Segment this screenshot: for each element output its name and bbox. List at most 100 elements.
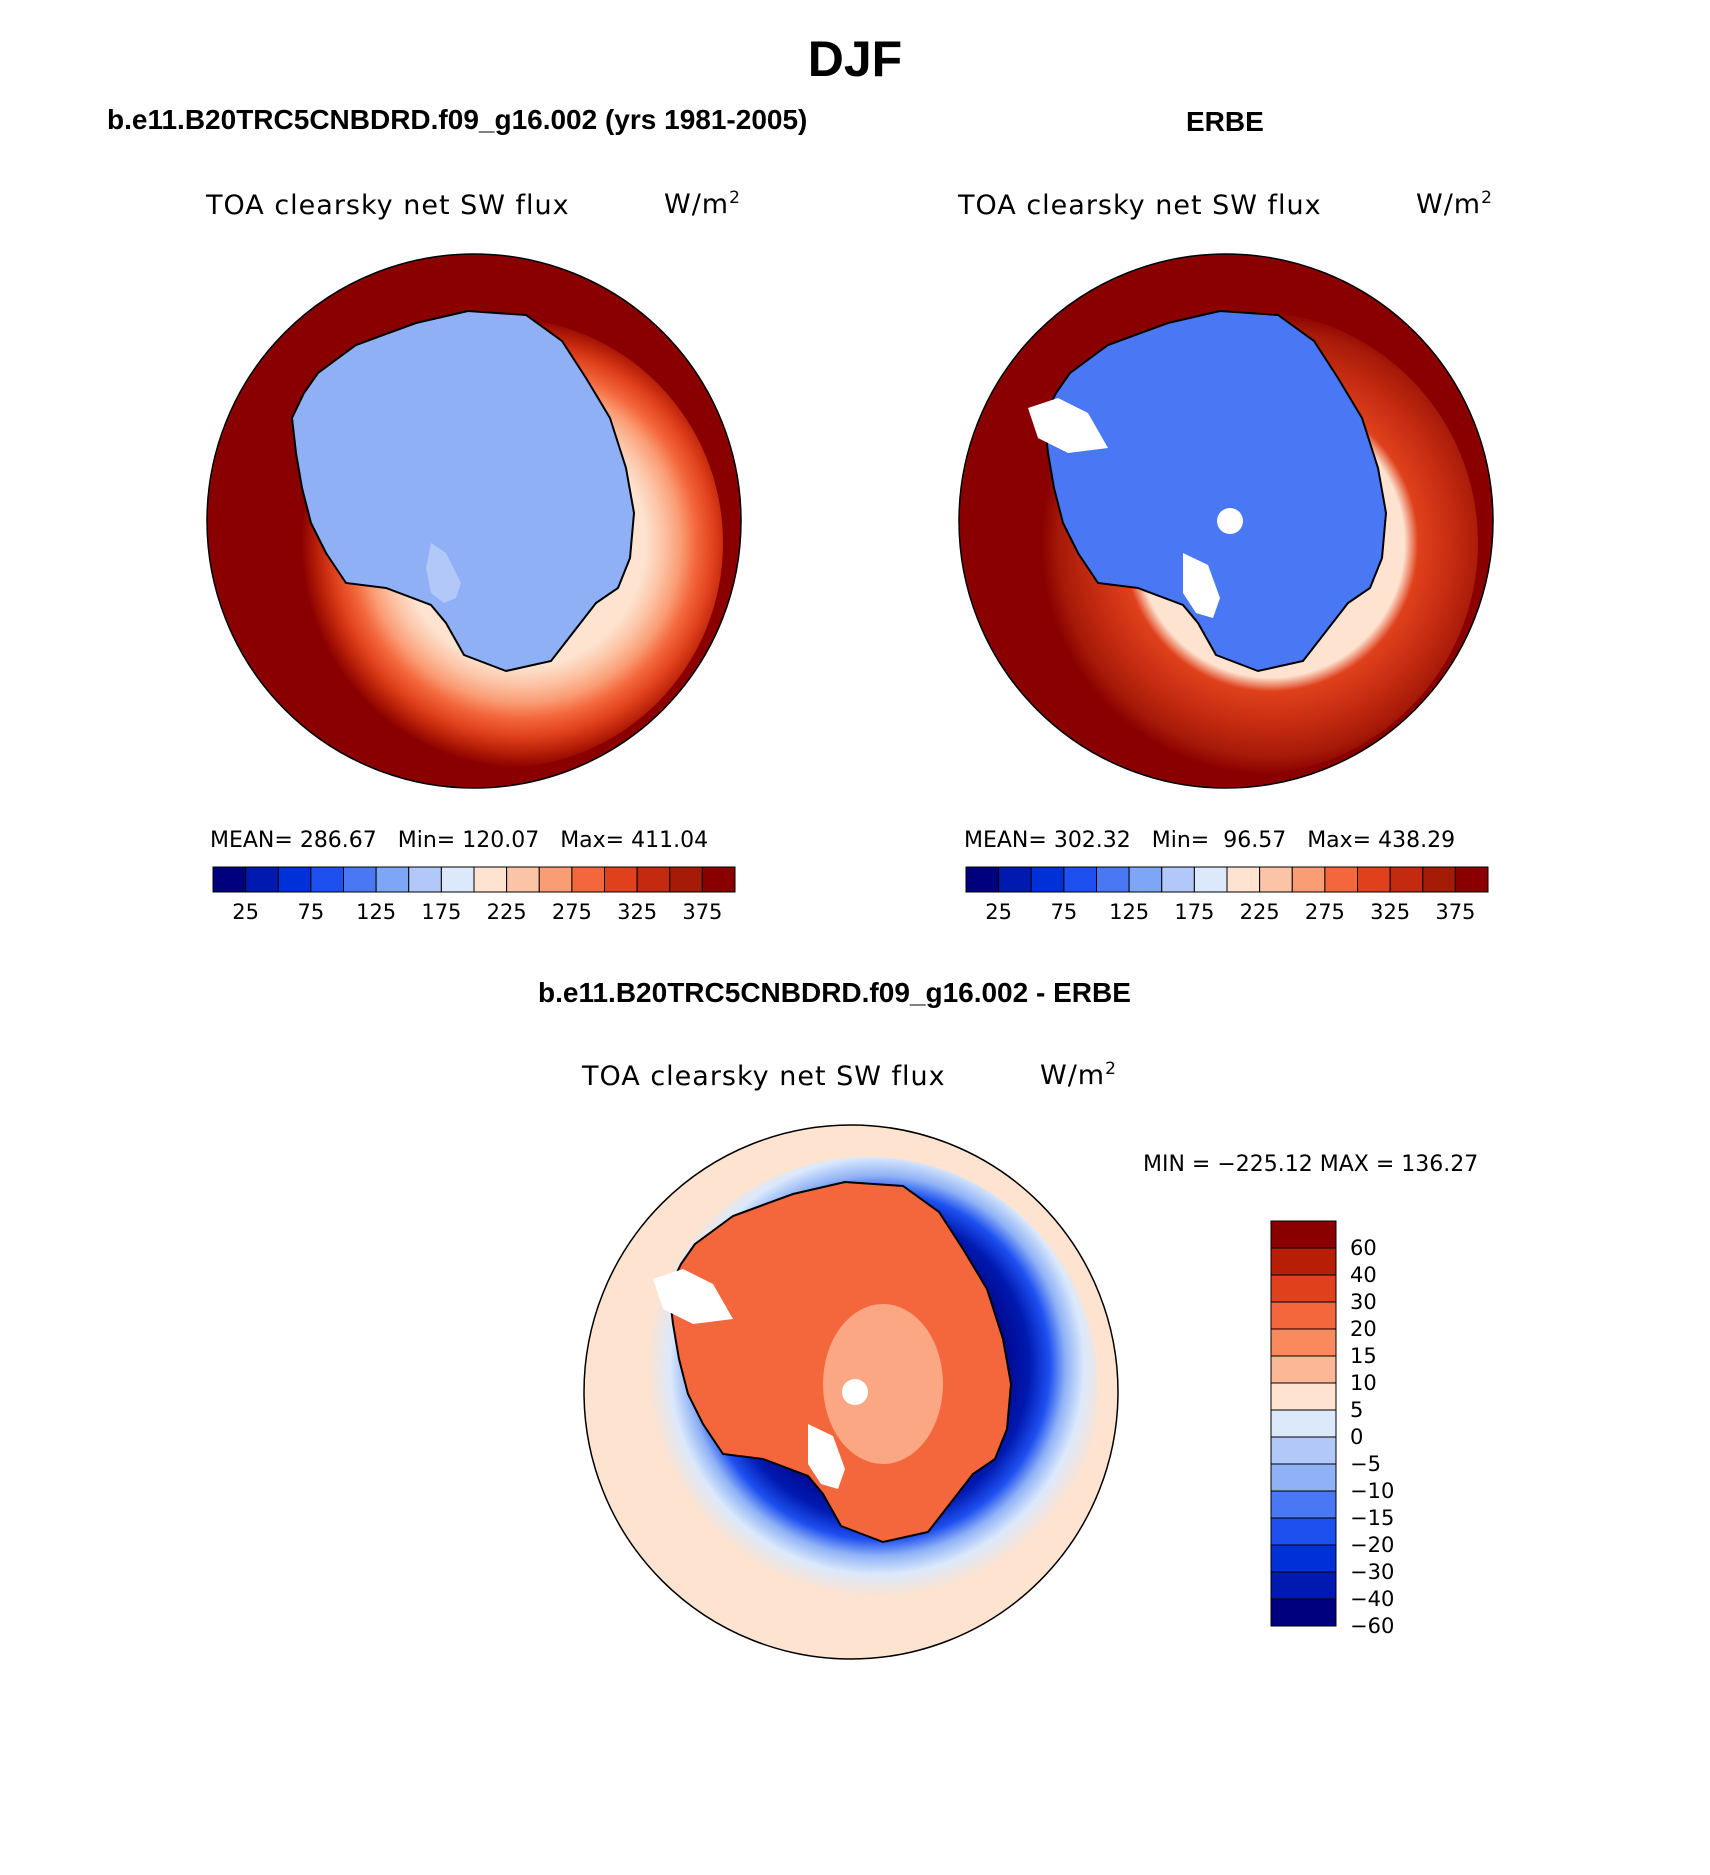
panel1-colorbar-box — [440, 866, 475, 893]
panel1-colorbar-labels: 25 75 125 175 225 275 325 375 — [213, 900, 735, 930]
diff-colorbar-label: −60 — [1350, 1614, 1395, 1638]
diff-colorbar-label: 5 — [1350, 1398, 1364, 1422]
panel1-colorbar-box — [571, 866, 605, 893]
panel2-colorbar-box — [1030, 866, 1065, 893]
diff-colorbar-box — [1270, 1517, 1337, 1546]
panel1-colorbar-box — [506, 866, 540, 893]
panel2-colorbar-box — [1259, 866, 1293, 893]
panel2-stats: MEAN= 302.32 Min= 96.57 Max= 438.29 — [964, 828, 1456, 853]
panel2-colorbar-labels: 25 75 125 175 225 275 325 375 — [966, 900, 1488, 930]
panel1-colorbar-box — [701, 866, 736, 893]
panel1-colorbar-box — [604, 866, 638, 893]
panel2-colorbar-label: 175 — [1174, 900, 1215, 924]
diff-colorbar-box — [1270, 1328, 1337, 1357]
panel1-colorbar-label: 375 — [682, 900, 723, 924]
diff-coastline — [667, 1180, 1013, 1544]
panel1-units: W/m2 — [664, 188, 741, 220]
panel1-colorbar-box — [277, 866, 312, 893]
diff-colorbar-box — [1270, 1571, 1337, 1600]
diff-colorbar-label: −40 — [1350, 1587, 1395, 1611]
panel2-colorbar-box — [1422, 866, 1456, 893]
panel2-colorbar-label: 25 — [985, 900, 1012, 924]
diff-colorbar-box — [1270, 1463, 1337, 1492]
diff-colorbar-label: 30 — [1350, 1290, 1377, 1314]
diff-interior-light — [823, 1304, 943, 1464]
diff-colorbar-box — [1270, 1247, 1337, 1276]
diff-missing-ross — [808, 1424, 845, 1489]
diff-map-border — [583, 1124, 1119, 1660]
diff-colorbar-box — [1270, 1382, 1337, 1411]
panel1-colorbar-label: 275 — [551, 900, 592, 924]
diff-colorbar — [1270, 1220, 1337, 1627]
panel1-colorbar-box — [473, 866, 508, 893]
panel2-colorbar-box — [1454, 866, 1489, 893]
panel2-map-border — [958, 253, 1494, 789]
diff-colorbar-box — [1270, 1355, 1337, 1384]
panel1-coastline — [290, 309, 636, 673]
diff-colorbar-label: −10 — [1350, 1479, 1395, 1503]
diff-colorbar-label: −5 — [1350, 1452, 1381, 1476]
diff-colorbar-label: −30 — [1350, 1560, 1395, 1584]
diff-colorbar-box — [1270, 1301, 1337, 1330]
diff-colorbar-box — [1270, 1490, 1337, 1519]
diff-pole-hole — [842, 1379, 868, 1405]
panel2-colorbar-box — [1357, 866, 1391, 893]
panel2-colorbar-label: 375 — [1435, 900, 1476, 924]
panel1-antarctica-field — [292, 311, 634, 671]
diff-colorbar-box — [1270, 1220, 1337, 1249]
diff-polar-map — [583, 1124, 1119, 1660]
panel2-antarctica-field — [1044, 311, 1386, 671]
panel2-colorbar-box — [1389, 866, 1424, 893]
panel1-colorbar-label: 225 — [486, 900, 527, 924]
panel2-coastline — [1042, 309, 1388, 673]
diff-colorbar-label: 60 — [1350, 1236, 1377, 1260]
panel1-colorbar-box — [212, 866, 247, 893]
panel2-colorbar-box — [1063, 866, 1097, 893]
panel1-map-border — [206, 253, 742, 789]
panel2-case-title: ERBE — [1186, 106, 1264, 137]
panel1-colorbar-label: 125 — [356, 900, 397, 924]
diff-variable-title: TOA clearsky net SW flux — [582, 1061, 946, 1092]
panel1-colorbar-box — [669, 866, 703, 893]
panel2-colorbar-box — [1161, 866, 1195, 893]
panel2-units: W/m2 — [1416, 188, 1493, 220]
panel1-variable-title: TOA clearsky net SW flux — [206, 190, 570, 221]
panel2-colorbar-box — [998, 866, 1032, 893]
panel2-colorbar-label: 275 — [1304, 900, 1345, 924]
diff-colorbar-box — [1270, 1409, 1337, 1438]
diff-colorbar-label: 0 — [1350, 1425, 1364, 1449]
panel1-colorbar-label: 325 — [617, 900, 658, 924]
diff-colorbar-box — [1270, 1274, 1337, 1303]
panel2-colorbar-box — [1324, 866, 1358, 893]
panel1-colorbar-box — [310, 866, 344, 893]
diff-colorbar-box — [1270, 1544, 1337, 1573]
panel1-colorbar-box — [245, 866, 279, 893]
panel1-case-title: b.e11.B20TRC5CNBDRD.f09_g16.002 (yrs 198… — [107, 104, 808, 135]
panel2-colorbar-box — [965, 866, 1000, 893]
diff-colorbar-label: 40 — [1350, 1263, 1377, 1287]
panel1-colorbar-label: 25 — [232, 900, 259, 924]
panel1-colorbar-box — [375, 866, 410, 893]
diff-stats: MIN = −225.12 MAX = 136.27 — [1143, 1152, 1479, 1177]
diff-colorbar-label: −20 — [1350, 1533, 1395, 1557]
panel2-colorbar — [965, 866, 1489, 893]
panel1-polar-map — [206, 253, 742, 789]
panel2-colorbar-box — [1128, 866, 1163, 893]
panel1-colorbar-box — [538, 866, 573, 893]
panel2-variable-title: TOA clearsky net SW flux — [958, 190, 1322, 221]
diff-colorbar-label: 10 — [1350, 1371, 1377, 1395]
panel2-colorbar-label: 75 — [1050, 900, 1078, 924]
panel2-colorbar-label: 325 — [1370, 900, 1411, 924]
diff-colorbar-label: 15 — [1350, 1344, 1377, 1368]
panel2-polar-map — [958, 253, 1494, 789]
panel2-missing-peninsula — [1028, 398, 1108, 453]
panel1-ross-ice-shelf — [426, 543, 461, 603]
panel2-colorbar-box — [1226, 866, 1261, 893]
diff-units: W/m2 — [1040, 1059, 1117, 1091]
panel2-colorbar-box — [1096, 866, 1130, 893]
panel1-colorbar-label: 175 — [421, 900, 462, 924]
panel1-colorbar-label: 75 — [297, 900, 325, 924]
diff-missing-peninsula — [653, 1269, 733, 1324]
panel1-colorbar-box — [408, 866, 442, 893]
diff-colorbar-label: −15 — [1350, 1506, 1395, 1530]
